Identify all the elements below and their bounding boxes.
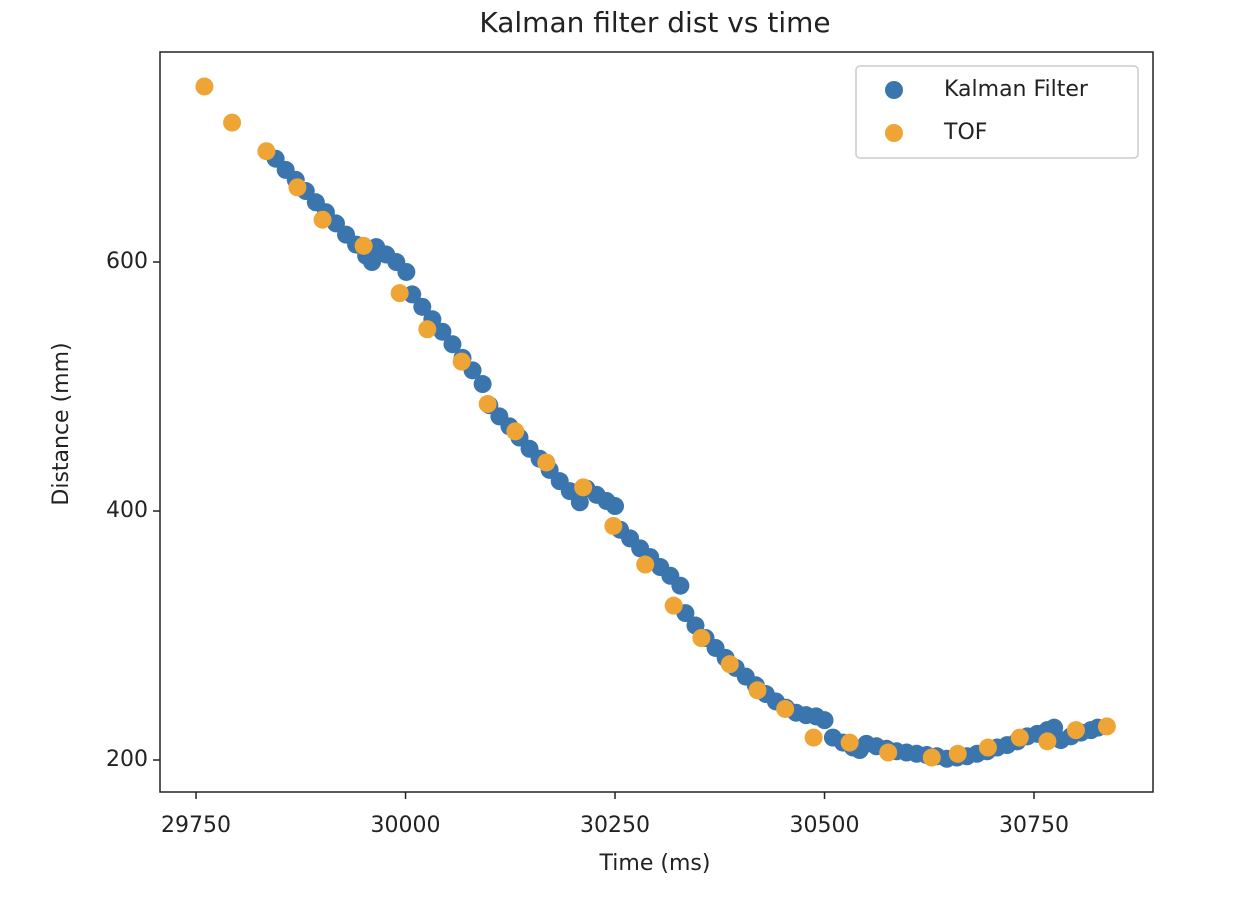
point bbox=[397, 262, 416, 281]
point bbox=[1066, 721, 1085, 740]
legend-label: TOF bbox=[943, 120, 987, 145]
point bbox=[418, 320, 437, 339]
point bbox=[313, 210, 332, 229]
point bbox=[636, 555, 655, 574]
legend-box bbox=[855, 65, 1139, 159]
point bbox=[363, 253, 382, 272]
point bbox=[257, 142, 276, 161]
point bbox=[840, 733, 859, 752]
point bbox=[671, 576, 690, 595]
point bbox=[537, 453, 556, 472]
point bbox=[692, 628, 711, 647]
x-tick-label: 30250 bbox=[580, 813, 650, 838]
y-tick-label: 200 bbox=[106, 747, 148, 772]
x-tick-label: 30500 bbox=[790, 813, 860, 838]
legend-label: Kalman Filter bbox=[944, 77, 1089, 102]
point bbox=[748, 681, 767, 700]
x-axis-label: Time (ms) bbox=[599, 851, 711, 876]
x-tick-label: 30000 bbox=[371, 813, 441, 838]
point bbox=[452, 352, 471, 371]
point bbox=[948, 744, 967, 763]
point bbox=[354, 236, 373, 255]
point bbox=[815, 711, 834, 730]
point bbox=[473, 375, 492, 394]
legend-marker bbox=[885, 81, 903, 99]
point bbox=[978, 738, 997, 757]
x-tick-label: 29750 bbox=[161, 813, 231, 838]
point bbox=[776, 699, 795, 718]
point bbox=[443, 335, 462, 354]
point bbox=[413, 297, 432, 316]
y-axis-label: Distance (mm) bbox=[49, 342, 74, 505]
point bbox=[288, 178, 307, 197]
point bbox=[574, 478, 593, 497]
x-tick-label: 30750 bbox=[999, 813, 1069, 838]
point bbox=[804, 728, 823, 747]
point bbox=[478, 394, 497, 413]
plot-frame bbox=[159, 51, 1154, 793]
point bbox=[1038, 732, 1057, 751]
point bbox=[922, 748, 941, 767]
y-tick-label: 600 bbox=[106, 249, 148, 274]
point bbox=[433, 322, 452, 341]
y-tick-label: 400 bbox=[106, 498, 148, 523]
chart-title: Kalman filter dist vs time bbox=[479, 6, 830, 39]
point bbox=[195, 77, 214, 96]
point bbox=[664, 596, 683, 615]
point bbox=[604, 516, 623, 535]
point bbox=[390, 284, 409, 303]
point bbox=[720, 655, 739, 674]
point bbox=[570, 493, 589, 512]
point bbox=[879, 743, 898, 762]
legend-marker bbox=[885, 124, 903, 142]
point bbox=[506, 422, 525, 441]
point bbox=[606, 497, 625, 516]
point bbox=[223, 113, 242, 132]
point bbox=[1010, 728, 1029, 747]
point bbox=[1097, 717, 1116, 736]
